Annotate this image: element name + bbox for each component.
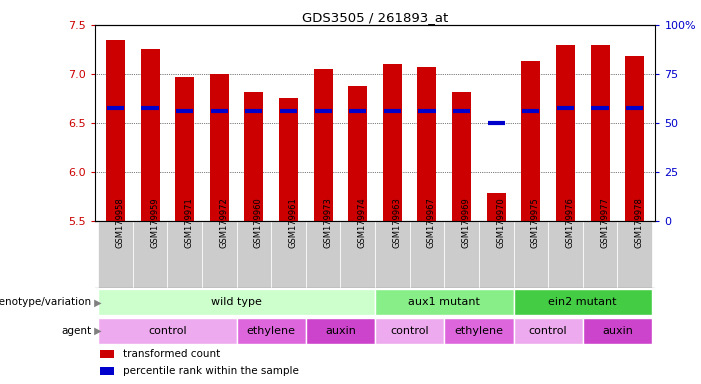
Text: transformed count: transformed count — [123, 349, 220, 359]
Bar — [106, 40, 125, 221]
Text: control: control — [148, 326, 186, 336]
Bar — [444, 221, 479, 288]
Bar — [313, 69, 333, 221]
Bar — [306, 318, 375, 344]
Bar — [98, 290, 375, 315]
Text: percentile rank within the sample: percentile rank within the sample — [123, 366, 299, 376]
Bar — [271, 221, 306, 288]
Title: GDS3505 / 261893_at: GDS3505 / 261893_at — [302, 11, 448, 24]
Text: auxin: auxin — [325, 326, 356, 336]
Bar — [444, 318, 514, 344]
Bar — [132, 221, 168, 288]
Text: GSM179970: GSM179970 — [496, 197, 505, 248]
Bar — [279, 98, 298, 221]
Text: GSM179963: GSM179963 — [393, 197, 402, 248]
Bar — [522, 61, 540, 221]
Bar — [168, 221, 202, 288]
Bar — [618, 221, 652, 288]
Bar — [375, 318, 444, 344]
Bar — [375, 221, 409, 288]
Text: ▶: ▶ — [91, 297, 102, 308]
Bar — [348, 86, 367, 221]
Bar — [306, 221, 341, 288]
Bar — [556, 45, 575, 221]
Bar — [548, 221, 583, 288]
Text: ethylene: ethylene — [454, 326, 503, 336]
Text: ▶: ▶ — [91, 326, 102, 336]
Text: GSM179971: GSM179971 — [184, 197, 193, 248]
Text: GSM179977: GSM179977 — [600, 197, 609, 248]
Text: GSM179967: GSM179967 — [427, 197, 436, 248]
Text: GSM179969: GSM179969 — [461, 197, 470, 248]
Bar — [486, 194, 505, 221]
Text: GSM179976: GSM179976 — [566, 197, 574, 248]
Text: aux1 mutant: aux1 mutant — [408, 297, 480, 307]
Bar — [479, 221, 514, 288]
Bar — [245, 91, 264, 221]
Bar — [140, 50, 160, 221]
Text: wild type: wild type — [211, 297, 262, 307]
Bar — [236, 318, 306, 344]
Bar — [452, 91, 471, 221]
Text: genotype/variation: genotype/variation — [0, 297, 91, 308]
Bar — [375, 290, 514, 315]
Text: auxin: auxin — [602, 326, 633, 336]
Bar — [98, 221, 132, 288]
Text: GSM179972: GSM179972 — [219, 197, 229, 248]
Bar — [514, 290, 652, 315]
Bar — [175, 77, 194, 221]
Bar — [100, 350, 114, 358]
Bar — [625, 56, 644, 221]
Bar — [583, 221, 618, 288]
Text: GSM179960: GSM179960 — [254, 197, 263, 248]
Bar — [383, 64, 402, 221]
Bar — [409, 221, 444, 288]
Text: agent: agent — [61, 326, 91, 336]
Text: control: control — [529, 326, 567, 336]
Bar — [236, 221, 271, 288]
Bar — [583, 318, 652, 344]
Text: GSM179974: GSM179974 — [358, 197, 367, 248]
Text: GSM179961: GSM179961 — [289, 197, 297, 248]
Bar — [100, 367, 114, 375]
Text: GSM179975: GSM179975 — [531, 197, 540, 248]
Bar — [417, 67, 437, 221]
Bar — [514, 318, 583, 344]
Bar — [98, 318, 236, 344]
Text: control: control — [390, 326, 429, 336]
Text: GSM179973: GSM179973 — [323, 197, 332, 248]
Text: GSM179958: GSM179958 — [116, 197, 124, 248]
Text: ein2 mutant: ein2 mutant — [548, 297, 617, 307]
Text: GSM179978: GSM179978 — [634, 197, 644, 248]
Bar — [341, 221, 375, 288]
Bar — [210, 74, 229, 221]
Text: ethylene: ethylene — [247, 326, 296, 336]
Bar — [202, 221, 236, 288]
Bar — [590, 45, 610, 221]
Text: GSM179959: GSM179959 — [150, 197, 159, 248]
Bar — [514, 221, 548, 288]
